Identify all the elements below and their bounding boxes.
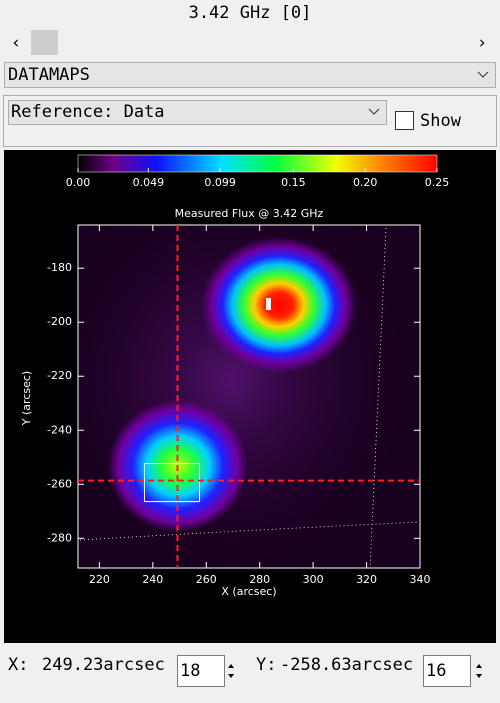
x-tick-label: 320 <box>356 573 377 586</box>
plot-frame <box>77 224 421 569</box>
slider-thumb[interactable] <box>31 30 58 55</box>
x-tick-label: 280 <box>249 573 270 586</box>
show-checkbox[interactable] <box>395 111 414 130</box>
y-index-spinbox[interactable] <box>423 655 471 687</box>
x-tick-label: 260 <box>196 573 217 586</box>
colorbar-tick-label: 0.049 <box>133 176 165 189</box>
y-axis-label: Y (arcsec) <box>20 371 33 426</box>
colorbar-tick-label: 0.099 <box>204 176 236 189</box>
x-tick-label: 340 <box>410 573 431 586</box>
group-box <box>3 95 497 147</box>
heatmap <box>78 225 420 568</box>
x-axis-label: X (arcsec) <box>221 585 276 598</box>
plot-title: Measured Flux @ 3.42 GHz <box>175 207 324 220</box>
spin-arrows[interactable] <box>228 664 234 678</box>
reference-dropdown-value: Reference: Data <box>11 102 165 122</box>
x-readout-label: X: <box>8 655 28 675</box>
map-dropdown-value: DATAMAPS <box>8 65 90 85</box>
colorbar-tick-label: 0.15 <box>281 176 306 189</box>
x-tick-label: 240 <box>142 573 163 586</box>
colorbar <box>77 154 438 173</box>
x-index-spinbox[interactable] <box>177 655 225 687</box>
x-readout-value: 249.23arcsec <box>42 655 165 675</box>
map-dropdown[interactable] <box>4 62 496 88</box>
window-title: 3.42 GHz [0] <box>189 3 312 23</box>
y-tick-label: -220 <box>47 369 72 382</box>
y-tick-label: -260 <box>47 477 72 490</box>
x-tick-label: 220 <box>89 573 110 586</box>
chevron <box>368 108 380 115</box>
y-readout-value: -258.63arcsec <box>280 655 413 675</box>
slider-left[interactable]: ‹ <box>11 33 21 53</box>
y-readout-label: Y: <box>256 655 276 675</box>
reference-dropdown[interactable] <box>8 100 387 125</box>
y-tick-label: -240 <box>47 423 72 436</box>
slider-right[interactable]: › <box>477 33 487 53</box>
show-label[interactable]: Show <box>420 111 462 131</box>
chevron <box>477 71 489 78</box>
colorbar-tick-label: 0.25 <box>425 176 450 189</box>
colorbar-tick-label: 0.20 <box>353 176 378 189</box>
slider[interactable] <box>4 30 496 56</box>
roi-box <box>143 463 200 503</box>
y-tick-label: -180 <box>47 261 72 274</box>
y-tick-label: -200 <box>47 315 72 328</box>
x-index-value: 18 <box>180 661 200 681</box>
x-tick-label: 300 <box>303 573 324 586</box>
colorbar-tick-label: 0.00 <box>66 176 91 189</box>
spin-arrows[interactable] <box>476 664 482 678</box>
y-index-value: 16 <box>426 661 446 681</box>
y-tick-label: -280 <box>47 531 72 544</box>
